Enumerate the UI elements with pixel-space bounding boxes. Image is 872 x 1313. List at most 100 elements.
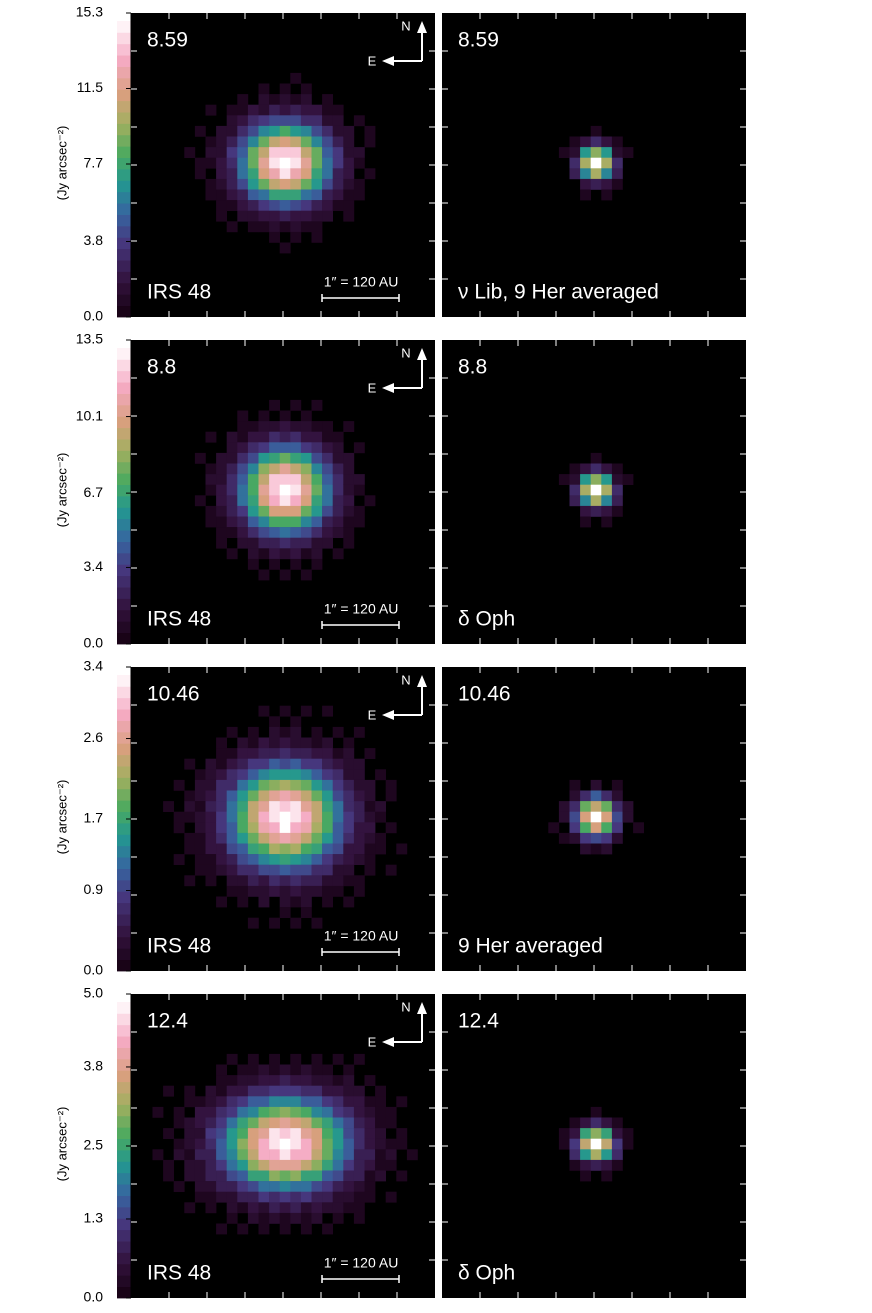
- image-pixel: [279, 94, 291, 105]
- image-pixel: [247, 1159, 259, 1171]
- image-pixel: [290, 716, 302, 728]
- image-pixel: [279, 495, 291, 507]
- image-pixel: [247, 221, 259, 233]
- image-pixel: [290, 484, 302, 496]
- image-pixel: [237, 1159, 249, 1171]
- image-pixel: [247, 1128, 259, 1139]
- image-pixel: [332, 1191, 344, 1203]
- image-pixel: [226, 822, 238, 834]
- image-pixel: [279, 221, 291, 233]
- image-pixel: [163, 1159, 174, 1171]
- image-pixel: [311, 200, 323, 211]
- image-pixel: [279, 737, 291, 749]
- image-pixel: [258, 896, 270, 908]
- image-pixel: [247, 758, 259, 770]
- colorbar-step: [117, 271, 131, 284]
- image-pixel: [332, 1053, 344, 1065]
- image-pixel: [590, 1128, 602, 1139]
- image-pixel: [184, 1159, 196, 1171]
- image-pixel: [194, 1106, 206, 1118]
- image-pixel: [226, 463, 238, 475]
- image-pixel: [258, 474, 270, 485]
- image-pixel: [311, 1128, 323, 1139]
- image-pixel: [258, 442, 270, 454]
- image-pixel: [300, 1212, 312, 1224]
- image-pixel: [205, 136, 217, 148]
- image-pixel: [332, 1106, 344, 1118]
- image-pixel: [364, 832, 376, 844]
- image-pixel: [258, 115, 270, 127]
- image-pixel: [226, 1181, 238, 1192]
- image-pixel: [247, 516, 259, 528]
- image-pixel: [247, 537, 259, 549]
- colorbar-step: [117, 260, 131, 272]
- compass-head: [382, 21, 427, 66]
- image-pixel: [258, 801, 270, 812]
- image-pixel: [205, 822, 217, 834]
- image-pixel: [322, 843, 333, 855]
- image-pixel: [322, 178, 333, 190]
- colorbar-step: [117, 1047, 131, 1060]
- colorbar-step: [117, 925, 131, 938]
- image-pixel: [184, 832, 196, 844]
- image-pixel: [269, 1053, 280, 1065]
- image-pixel: [343, 779, 355, 791]
- colorbar-step: [117, 1138, 131, 1151]
- image-pixel: [269, 200, 280, 211]
- image-pixel: [279, 189, 291, 201]
- image-pixel: [343, 1181, 355, 1192]
- image-pixel: [343, 737, 355, 749]
- compass-n: N: [401, 999, 410, 1014]
- image-pixel: [385, 1117, 397, 1129]
- image-pixel: [258, 104, 270, 116]
- y-tick-label: 0.0: [84, 1289, 104, 1305]
- scale-bar-label: 1″ = 120 AU: [324, 601, 399, 617]
- colorbar-step: [117, 811, 131, 824]
- image-pixel: [311, 737, 323, 749]
- image-pixel: [269, 769, 280, 781]
- image-pixel: [247, 484, 259, 496]
- image-pixel: [375, 1106, 386, 1118]
- image-pixel: [237, 1085, 249, 1097]
- image-pixel: [258, 1212, 270, 1224]
- image-pixel: [237, 885, 249, 897]
- image-pixel: [290, 210, 302, 222]
- image-pixel: [300, 421, 312, 432]
- image-pixel: [622, 147, 634, 158]
- image-pixel: [237, 1191, 249, 1203]
- image-pixel: [194, 1191, 206, 1203]
- image-pixel: [258, 431, 270, 443]
- colorbar-step: [117, 484, 131, 497]
- image-pixel: [216, 484, 227, 496]
- image-pixel: [216, 854, 227, 865]
- wavelength-label: 10.46: [458, 683, 511, 706]
- image-pixel: [226, 1202, 238, 1214]
- image-pixel: [279, 569, 291, 581]
- image-pixel: [226, 484, 238, 496]
- image-pixel: [353, 726, 365, 738]
- image-pixel: [290, 221, 302, 233]
- image-pixel: [375, 811, 386, 823]
- image-pixel: [279, 178, 291, 190]
- image-pixel: [311, 548, 323, 560]
- image-pixel: [375, 801, 386, 812]
- image-pixel: [279, 748, 291, 759]
- image-pixel: [569, 147, 581, 158]
- image-pixel: [364, 1170, 376, 1182]
- image-pixel: [216, 147, 227, 158]
- image-pixel: [216, 136, 227, 148]
- image-pixel: [279, 1117, 291, 1129]
- wavelength-label: 8.8: [147, 356, 176, 379]
- image-pixel: [311, 1117, 323, 1129]
- image-pixel: [311, 104, 323, 116]
- image-pixel: [194, 854, 206, 865]
- image-pixel: [237, 210, 249, 222]
- image-pixel: [311, 864, 323, 876]
- image-pixel: [226, 1191, 238, 1203]
- image-pixel: [279, 854, 291, 865]
- image-pixel: [353, 1202, 365, 1214]
- colorbar-step: [117, 709, 131, 721]
- colorbar-step: [117, 868, 131, 881]
- image-pixel: [247, 832, 259, 844]
